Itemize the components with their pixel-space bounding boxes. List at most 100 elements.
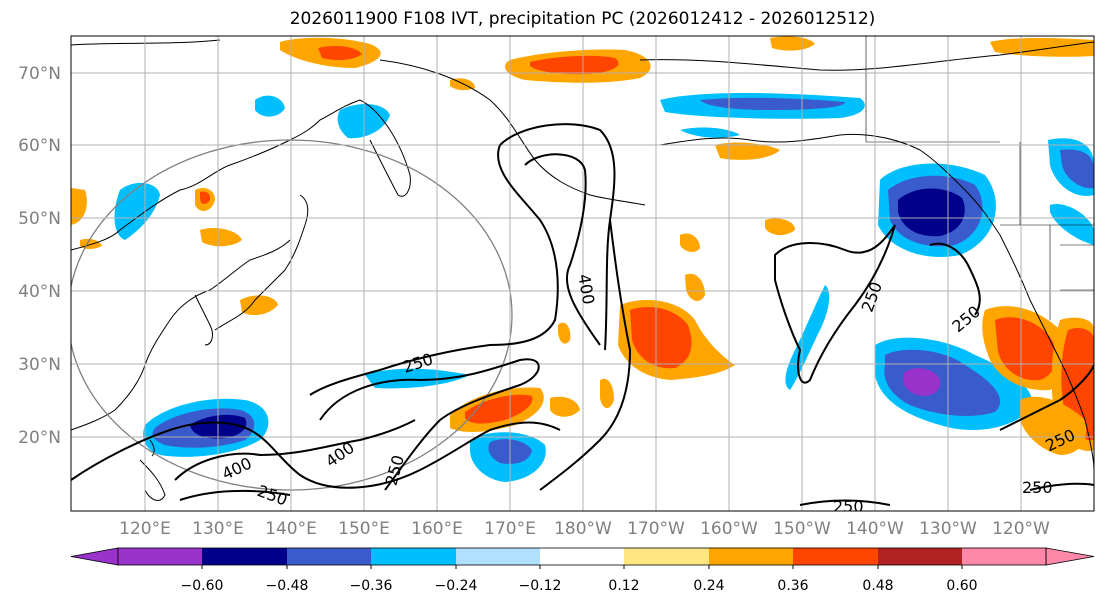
precip-negative-area xyxy=(700,97,845,110)
colorbar-segment xyxy=(709,548,793,565)
taiwan-coastline xyxy=(149,439,155,457)
colorbar-segment xyxy=(287,548,371,565)
precip-positive-area xyxy=(630,306,692,369)
ivt-contour-250 xyxy=(71,421,561,489)
precip-shading xyxy=(71,36,1094,482)
precip-positive-area xyxy=(770,36,815,51)
colorbar-segment xyxy=(793,548,878,565)
coastlines xyxy=(71,39,1094,501)
colorbar-tick-label: 0.12 xyxy=(608,578,639,594)
map-title: 2026011900 F108 IVT, precipitation PC (2… xyxy=(289,9,876,29)
longitude-label: 130°W xyxy=(919,519,977,539)
colorbar-tick-label: −0.60 xyxy=(181,578,224,594)
colorbar-extend-low xyxy=(70,547,119,566)
philippines-coastline xyxy=(139,459,166,501)
colorbar-segment xyxy=(202,548,287,565)
colorbar-tick-label: −0.24 xyxy=(435,578,478,594)
precip-positive-area xyxy=(685,273,705,302)
longitude-label: 150°W xyxy=(773,519,831,539)
precip-positive-area xyxy=(600,378,614,409)
latitude-label: 40°N xyxy=(18,282,61,302)
latitude-label: 30°N xyxy=(18,355,61,375)
kamchatka-coastline xyxy=(359,99,411,197)
map-panel: 400 250 400 250 250 250 400 250 250 250 … xyxy=(71,36,1094,516)
ivt-contour-400 xyxy=(174,419,416,481)
ivt-contour-250 xyxy=(999,364,1094,431)
precip-positive-area xyxy=(200,228,242,247)
colorbar-ticks: −0.60 −0.48 −0.36 −0.24 −0.12 0.12 0.24 0.36 0.4… xyxy=(181,565,978,594)
ivt-contours xyxy=(71,123,1094,506)
ivt-contour-250 xyxy=(309,144,559,396)
gridlines xyxy=(71,36,1094,511)
ivt-contour-400 xyxy=(524,153,601,346)
precip-positive-area xyxy=(680,233,700,252)
latitude-label: 70°N xyxy=(18,64,61,84)
longitude-label: 130°E xyxy=(192,519,244,539)
ivt-contour-label: 250 xyxy=(833,497,864,516)
map-frame xyxy=(70,35,1095,512)
precip-positive-area xyxy=(765,218,795,236)
ivt-contour-250 xyxy=(799,499,891,506)
colorbar-tick-label: 0.60 xyxy=(946,578,977,594)
longitude-labels: 120°E 130°E 140°E 150°E 160°E 170°E 180°W 170°W… xyxy=(119,519,1050,539)
precip-positive-area xyxy=(558,322,571,344)
colorbar-extend-high xyxy=(1045,547,1095,566)
longitude-label: 180°W xyxy=(554,519,612,539)
colorbar-segment xyxy=(371,548,456,565)
longitude-label: 170°W xyxy=(627,519,685,539)
precip-positive-area xyxy=(530,55,619,75)
precip-positive-area xyxy=(71,188,87,225)
ivt-contour-250 xyxy=(1029,482,1094,491)
ivt-contour-400 xyxy=(499,123,616,351)
colorbar-segment xyxy=(118,548,202,565)
bering-coastline xyxy=(379,59,646,206)
ivt-contour-250 xyxy=(179,489,291,501)
precip-negative-area xyxy=(680,127,740,138)
longitude-label: 140°W xyxy=(846,519,904,539)
colorbar-segment xyxy=(624,548,709,565)
longitude-label: 170°E xyxy=(484,519,536,539)
precip-positive-area xyxy=(318,46,362,61)
asia-coastline xyxy=(71,99,361,431)
latitude-label: 20°N xyxy=(18,428,61,448)
ivt-contour-250 xyxy=(929,242,981,316)
precip-positive-area xyxy=(465,394,533,424)
precip-positive-area xyxy=(240,295,278,316)
colorbar-tick-label: 0.24 xyxy=(693,578,724,594)
colorbar-tick-label: −0.12 xyxy=(519,578,562,594)
precip-negative-area xyxy=(1050,204,1094,245)
latitude-label: 50°N xyxy=(18,209,61,229)
colorbar-tick-label: 0.36 xyxy=(777,578,808,594)
korea-coastline xyxy=(194,294,213,346)
colorbar-tick-label: −0.48 xyxy=(266,578,309,594)
precip-positive-area xyxy=(200,191,211,204)
longitude-label: 160°E xyxy=(411,519,463,539)
borders xyxy=(865,36,1094,320)
colorbar-tick-label: −0.36 xyxy=(350,578,393,594)
precip-negative-area xyxy=(255,95,285,117)
longitude-label: 140°E xyxy=(265,519,317,539)
precip-negative-area xyxy=(1060,149,1094,189)
precip-positive-area xyxy=(715,142,780,160)
colorbar xyxy=(70,547,1095,566)
alaska-coastline xyxy=(659,133,1001,236)
longitude-label: 150°E xyxy=(338,519,390,539)
distance-circle xyxy=(71,139,513,491)
colorbar-segment xyxy=(878,548,962,565)
colorbar-outline xyxy=(117,547,1047,566)
precip-negative-area xyxy=(365,368,470,389)
precip-positive-area xyxy=(990,38,1094,57)
latitude-labels: 70°N 60°N 50°N 40°N 30°N 20°N xyxy=(18,64,61,448)
precip-positive-area xyxy=(450,78,475,91)
colorbar-segment xyxy=(456,548,540,565)
longitude-label: 120°E xyxy=(119,519,171,539)
ivt-contour-label: 250 xyxy=(1022,478,1053,497)
precip-negative-area xyxy=(884,349,1001,416)
longitude-label: 120°W xyxy=(992,519,1050,539)
colorbar-tick-label: 0.48 xyxy=(862,578,893,594)
latitude-label: 60°N xyxy=(18,136,61,156)
longitude-label: 160°W xyxy=(700,519,758,539)
ivt-contour-400 xyxy=(319,358,540,491)
precip-negative-area xyxy=(903,368,941,396)
